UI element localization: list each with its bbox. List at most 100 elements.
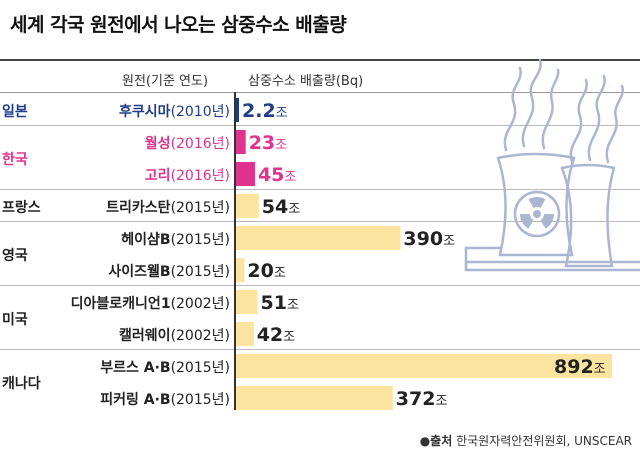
group-separator (0, 221, 640, 222)
value-unit: 조 (435, 394, 447, 409)
icon-line (587, 74, 606, 162)
value-label: 2.2조 (242, 100, 288, 122)
radiation-hub (533, 210, 541, 218)
plant-label: 트리카스탄(2015년) (106, 197, 230, 217)
radiation-blade (528, 197, 546, 208)
country-label: 프랑스 (2, 200, 41, 216)
plant-year: (2010년) (170, 104, 230, 120)
plant-year: (2015년) (170, 200, 230, 216)
value-label: 390조 (403, 228, 455, 250)
plant-label: 피커링 A·B(2015년) (100, 389, 230, 409)
chart-title: 세계 각국 원전에서 나오는 삼중수소 배출량 (10, 14, 347, 36)
bar (236, 386, 393, 410)
group-separator (0, 349, 640, 350)
value-number: 23 (249, 132, 275, 154)
group-separator (0, 285, 640, 286)
plant-label: 캘러웨이(2002년) (119, 325, 230, 345)
header-rule (0, 92, 640, 93)
plant-label: 고리(2016년) (145, 165, 230, 185)
country-label: 미국 (2, 312, 28, 328)
plant-year: (2015년) (170, 392, 230, 408)
bar (236, 258, 245, 282)
bar (236, 226, 401, 250)
value-number: 390 (403, 228, 443, 250)
value-unit: 조 (287, 298, 299, 313)
value-unit: 조 (275, 138, 287, 153)
group-separator (0, 189, 640, 190)
value-number: 42 (257, 324, 283, 346)
nuclear-plant-icon (464, 58, 640, 272)
bar (236, 162, 255, 186)
plant-label: 사이즈웰B(2015년) (108, 261, 230, 281)
plant-label: 헤이샴B(2015년) (121, 229, 230, 249)
value-label: 20조 (247, 260, 285, 282)
value-label: 372조 (396, 388, 448, 410)
plant-name: 부르스 A·B (100, 360, 171, 376)
value-unit: 조 (288, 202, 300, 217)
value-label: 54조 (262, 196, 300, 218)
plant-label: 부르스 A·B(2015년) (100, 357, 230, 377)
value-number: 892 (554, 356, 594, 378)
icon-line (605, 84, 624, 164)
bar (236, 290, 258, 314)
country-label: 한국 (2, 152, 28, 168)
value-label: 51조 (260, 292, 298, 314)
icon-line (464, 246, 640, 272)
plant-year: (2002년) (170, 296, 230, 312)
source-text: 한국원자력안전위원회, UNSCEAR (452, 434, 632, 448)
plant-name: 헤이샴B (121, 232, 171, 248)
plant-name: 후쿠시마 (119, 104, 171, 120)
plant-name: 월성 (144, 136, 171, 152)
icon-line (521, 58, 542, 148)
value-label: 42조 (257, 324, 295, 346)
plant-year: (2015년) (170, 360, 230, 376)
bar (236, 322, 254, 346)
source-bullet: ●출처 (419, 434, 453, 448)
value-unit: 조 (274, 266, 286, 281)
icon-line (560, 166, 616, 268)
country-label: 영국 (2, 248, 28, 264)
value-unit: 조 (283, 330, 295, 345)
plant-label: 디아블로캐니언1(2002년) (71, 293, 230, 313)
bar (236, 354, 612, 378)
value-unit: 조 (594, 362, 606, 377)
country-label: 일본 (2, 104, 28, 120)
plant-name: 피커링 A·B (100, 392, 171, 408)
radiation-blade (540, 214, 554, 229)
value-column-header: 삼중수소 배출량(Bq) (248, 74, 364, 89)
plant-year: (2015년) (170, 232, 230, 248)
value-label: 45조 (258, 164, 296, 186)
value-label: 892조 (554, 356, 606, 378)
top-rule (0, 59, 640, 61)
axis-line (234, 92, 236, 410)
value-label: 23조 (249, 132, 287, 154)
icon-line (496, 152, 576, 160)
plant-label: 월성(2016년) (145, 133, 230, 153)
plant-name: 사이즈웰B (108, 264, 171, 280)
value-number: 20 (247, 260, 273, 282)
plant-name: 고리 (144, 168, 171, 184)
plant-year: (2016년) (170, 168, 230, 184)
value-number: 372 (396, 388, 436, 410)
plant-name: 트리카스탄 (106, 200, 171, 216)
radiation-ring (513, 190, 561, 238)
value-unit: 조 (284, 170, 296, 185)
icon-line (541, 68, 560, 150)
radiation-blade (520, 214, 534, 229)
value-unit: 조 (443, 234, 455, 249)
group-separator (0, 125, 640, 126)
value-unit: 조 (276, 106, 288, 121)
bar (236, 130, 246, 154)
plant-year: (2016년) (170, 136, 230, 152)
plant-column-header: 원전(기준 연도) (122, 74, 209, 89)
plant-year: (2015년) (170, 264, 230, 280)
source-note: ●출처 한국원자력안전위원회, UNSCEAR (420, 432, 632, 449)
value-number: 45 (258, 164, 284, 186)
icon-line (560, 163, 616, 170)
value-number: 54 (262, 196, 288, 218)
plant-name: 디아블로캐니언1 (70, 296, 171, 312)
value-number: 51 (260, 292, 286, 314)
value-number: 2.2 (242, 100, 276, 122)
bar (236, 194, 259, 218)
